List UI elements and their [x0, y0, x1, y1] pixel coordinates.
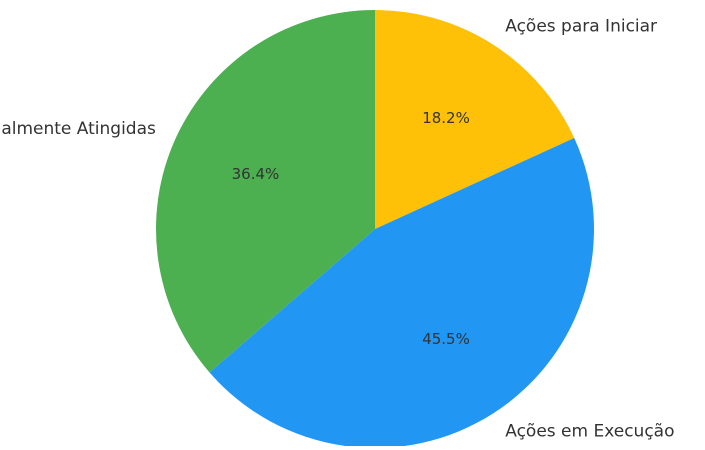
- labels-layer: 18.2% Ações para Iniciar 45.5% Ações em Exe…: [0, 16, 674, 441]
- pct-label-acoes-em-execucao: 45.5%: [422, 330, 470, 348]
- pie-slice-acoes-para-iniciar: [375, 10, 575, 229]
- pct-label-metas-parcialmente-atingidas: 36.4%: [232, 165, 280, 183]
- pie-slice-metas-parcialmente-atingidas: [156, 10, 375, 373]
- pct-label-acoes-para-iniciar: 18.2%: [422, 109, 470, 127]
- slice-label-metas-parcialmente-atingidas: Metas Parcialmente Atingidas: [0, 119, 156, 139]
- slice-label-acoes-em-execucao: Ações em Execução: [505, 422, 674, 442]
- slices-layer: [156, 10, 595, 448]
- slice-label-acoes-para-iniciar: Ações para Iniciar: [505, 16, 657, 36]
- pie-slice-acoes-em-execucao: [209, 138, 595, 448]
